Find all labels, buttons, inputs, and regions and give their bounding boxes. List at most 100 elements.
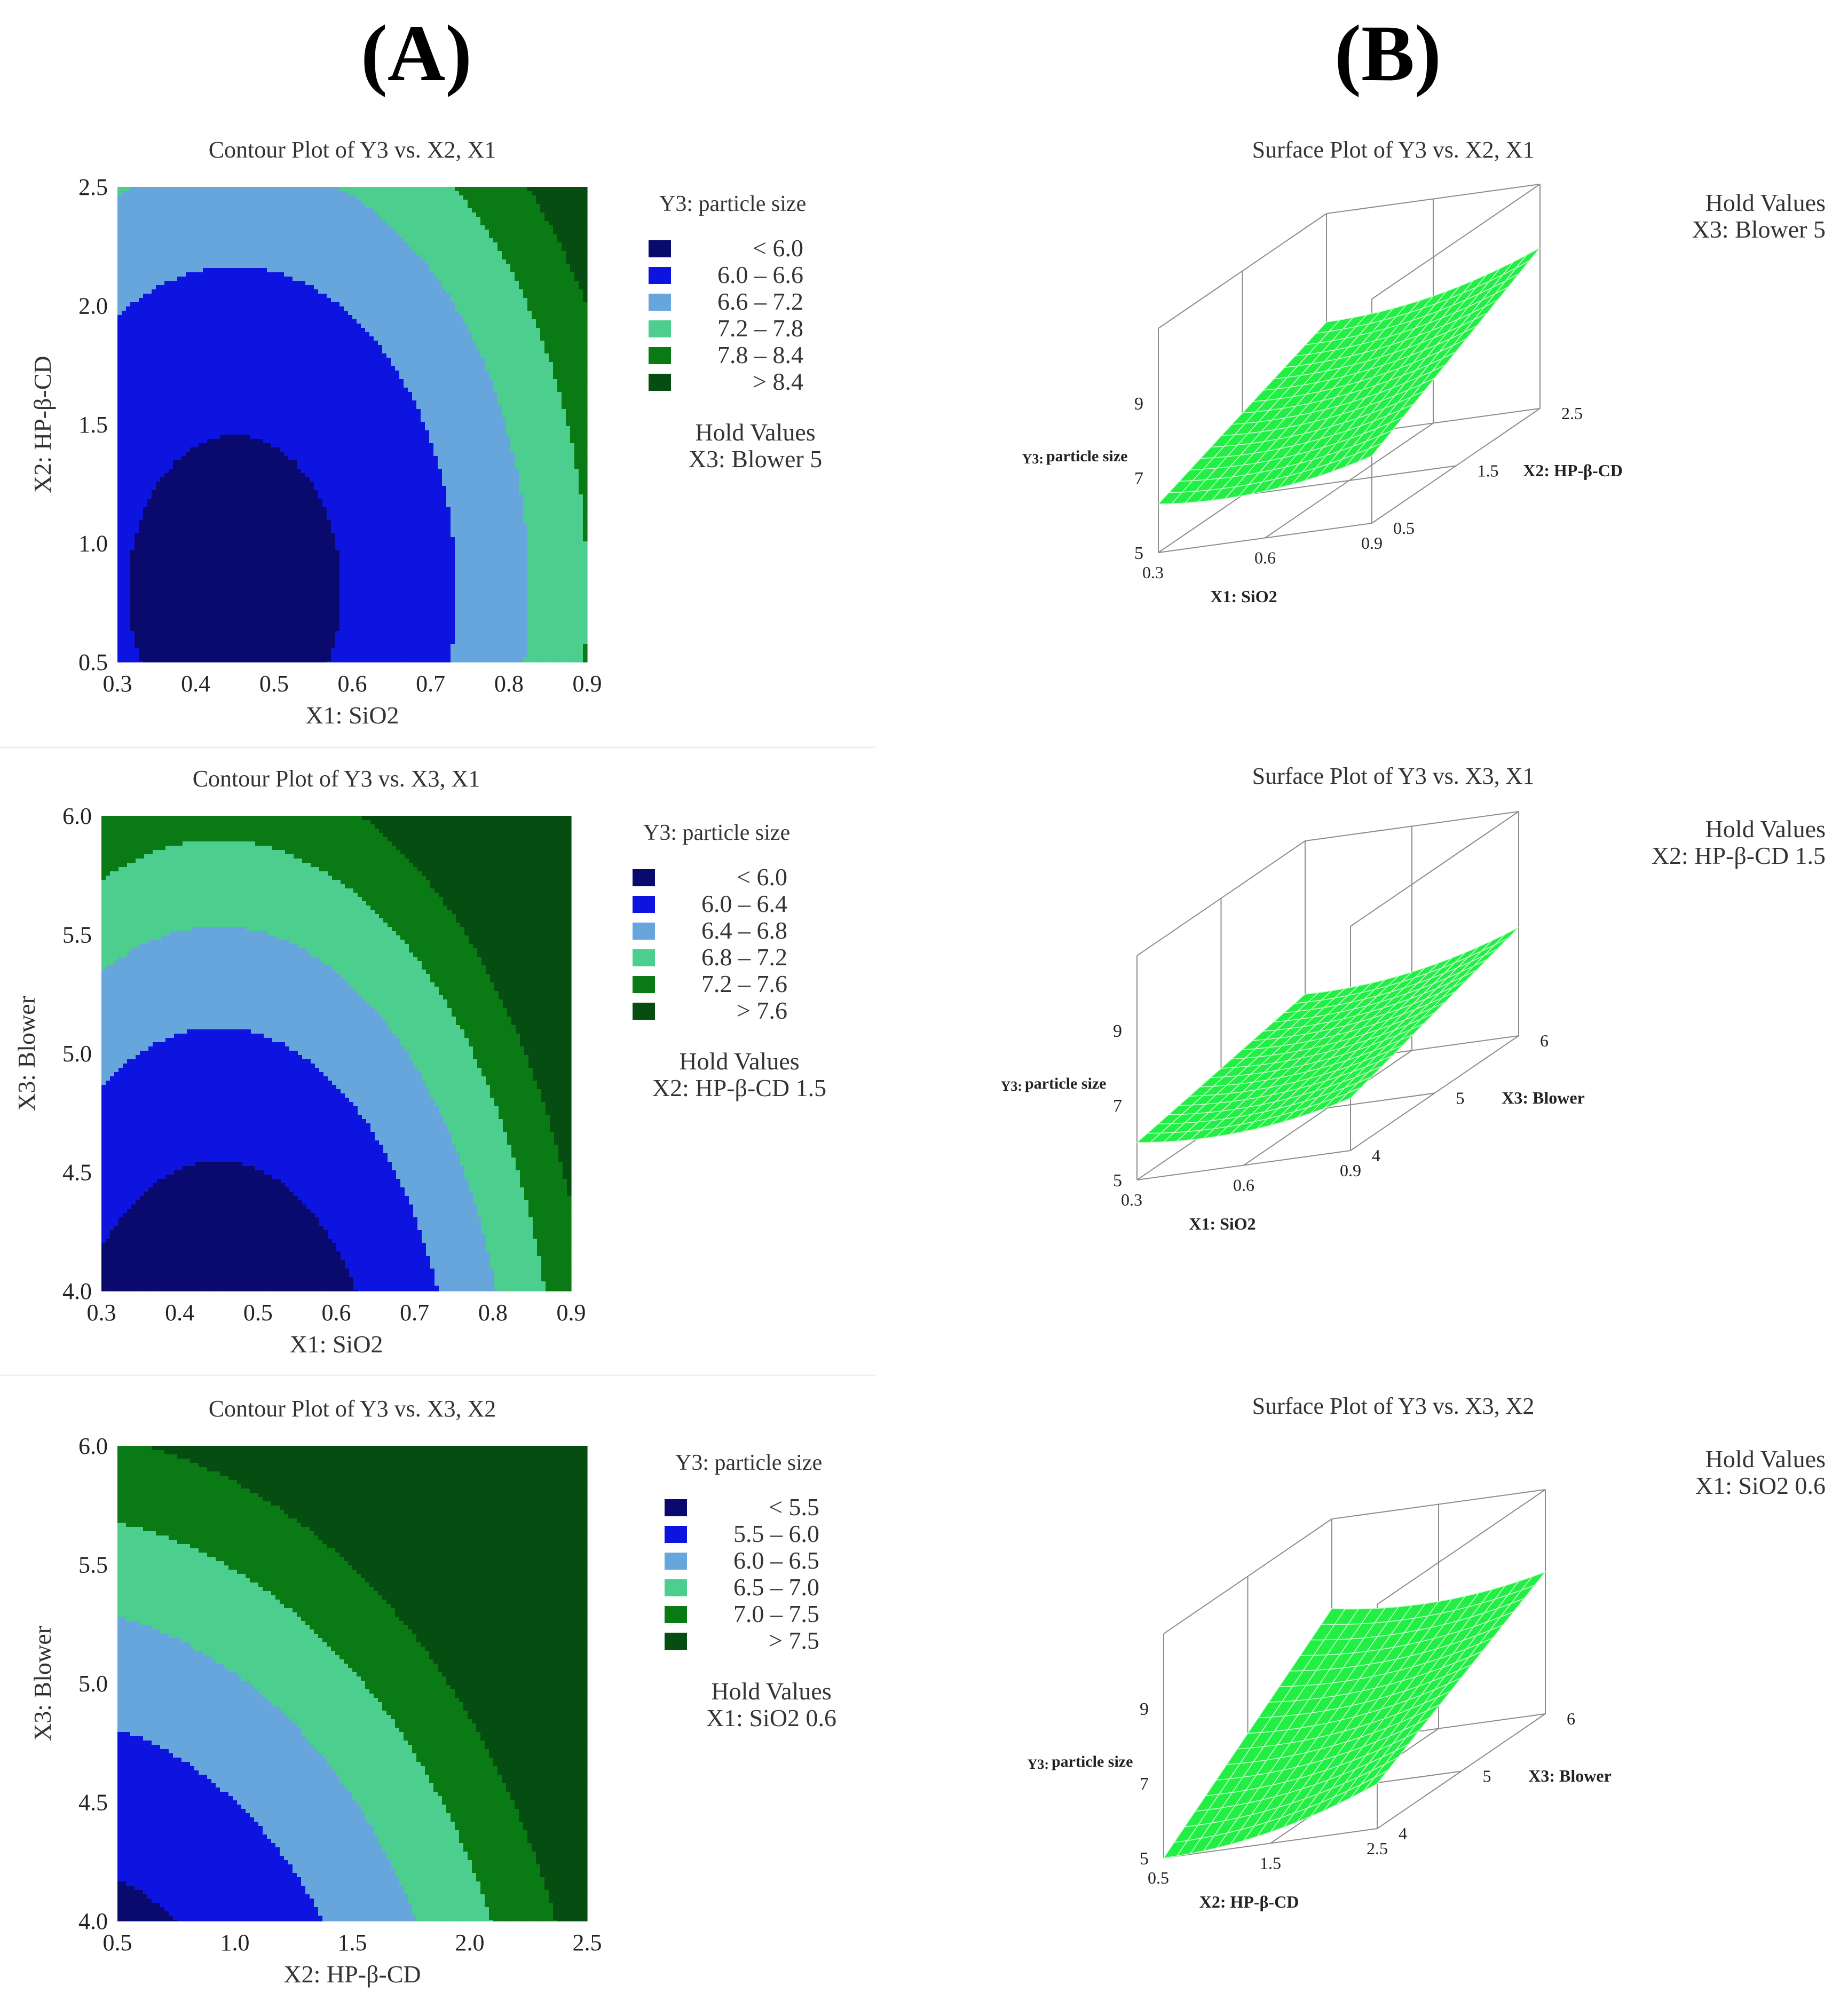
contour-cell xyxy=(126,464,131,469)
contour-cell xyxy=(122,529,127,533)
contour-cell xyxy=(130,610,135,615)
contour-cell xyxy=(122,456,127,461)
contour-cell xyxy=(143,533,148,538)
contour-cell xyxy=(126,494,131,499)
contour-cell xyxy=(126,268,131,273)
contour-cell xyxy=(130,550,135,555)
contour-cell xyxy=(122,272,127,277)
contour-cell xyxy=(135,294,139,298)
contour-cell xyxy=(117,242,122,247)
contour-cell xyxy=(139,541,144,546)
contour-cell xyxy=(117,341,122,345)
contour-cell xyxy=(122,371,127,375)
contour-cell xyxy=(139,324,144,328)
contour-cell xyxy=(135,208,139,213)
contour-cell xyxy=(130,238,135,243)
contour-cell xyxy=(130,580,135,585)
contour-cell xyxy=(130,520,135,525)
contour-cell xyxy=(135,409,139,414)
contour-cell xyxy=(130,358,135,363)
contour-cell xyxy=(117,631,122,636)
contour-cell xyxy=(143,635,148,640)
contour-cell xyxy=(147,473,152,478)
contour-cell xyxy=(117,473,122,478)
contour-cell xyxy=(143,558,148,563)
contour-cell xyxy=(143,576,148,580)
contour-cell xyxy=(117,507,122,512)
contour-cell xyxy=(117,661,122,663)
contour-cell xyxy=(135,268,139,273)
contour-cell xyxy=(130,336,135,341)
contour-cell xyxy=(147,400,152,405)
contour-cell xyxy=(122,447,127,452)
contour-cell xyxy=(143,392,148,397)
contour-cell xyxy=(117,482,122,486)
contour-cell xyxy=(143,652,148,657)
contour-cell xyxy=(122,345,127,350)
contour-cell xyxy=(126,661,131,663)
contour-cell xyxy=(143,550,148,555)
contour-cell xyxy=(147,187,152,192)
contour-cell xyxy=(117,306,122,311)
contour-cell xyxy=(117,362,122,367)
contour-cell xyxy=(147,439,152,444)
contour-cell xyxy=(122,597,127,602)
contour-cell xyxy=(135,302,139,307)
contour-cell xyxy=(126,204,131,209)
contour-cell xyxy=(147,503,152,508)
contour-cell xyxy=(139,430,144,435)
contour-cell xyxy=(143,298,148,303)
contour-cell xyxy=(117,268,122,273)
contour-cell xyxy=(122,435,127,439)
contour-cell xyxy=(130,324,135,328)
contour-cell xyxy=(130,563,135,568)
contour-cell xyxy=(126,379,131,384)
contour-cell xyxy=(139,460,144,465)
contour-cell xyxy=(147,319,152,324)
contour-cell xyxy=(126,324,131,328)
contour-cell xyxy=(130,366,135,371)
contour-cell xyxy=(143,593,148,597)
contour-cell xyxy=(147,238,152,243)
contour-cell xyxy=(126,430,131,435)
contour-cell xyxy=(126,588,131,593)
contour-cell xyxy=(147,375,152,380)
contour-cell xyxy=(139,473,144,478)
contour-cell xyxy=(139,580,144,585)
contour-cell xyxy=(126,576,131,580)
contour-cell xyxy=(135,584,139,589)
contour-cell xyxy=(130,345,135,350)
contour-cell xyxy=(122,580,127,585)
contour-cell xyxy=(143,259,148,264)
contour-cell xyxy=(135,255,139,260)
contour-cell xyxy=(139,413,144,418)
contour-cell xyxy=(122,383,127,388)
contour-cell xyxy=(139,242,144,247)
contour-cell xyxy=(126,247,131,251)
contour-cell xyxy=(135,212,139,217)
contour-cell xyxy=(122,341,127,345)
contour-cell xyxy=(143,580,148,585)
contour-cell xyxy=(135,264,139,269)
contour-cell xyxy=(122,311,127,316)
contour-cell xyxy=(143,358,148,363)
contour-cell xyxy=(147,447,152,452)
contour-cell xyxy=(130,464,135,469)
contour-cell xyxy=(135,426,139,431)
contour-cell xyxy=(122,375,127,380)
contour-cell xyxy=(143,217,148,222)
contour-cell xyxy=(126,200,131,204)
contour-cell xyxy=(122,584,127,589)
contour-cell xyxy=(135,281,139,286)
contour-cell xyxy=(117,546,122,550)
contour-cell xyxy=(139,469,144,474)
contour-cell xyxy=(126,571,131,576)
contour-cell xyxy=(135,490,139,495)
contour-cell xyxy=(117,311,122,316)
contour-cell xyxy=(122,524,127,529)
figure: (A) (B) Contour Plot of Y3 vs. X2, X10.3… xyxy=(0,0,1848,2000)
contour-cell xyxy=(143,618,148,623)
contour-cell xyxy=(135,661,139,663)
contour-cell xyxy=(117,430,122,435)
contour-cell xyxy=(139,571,144,576)
